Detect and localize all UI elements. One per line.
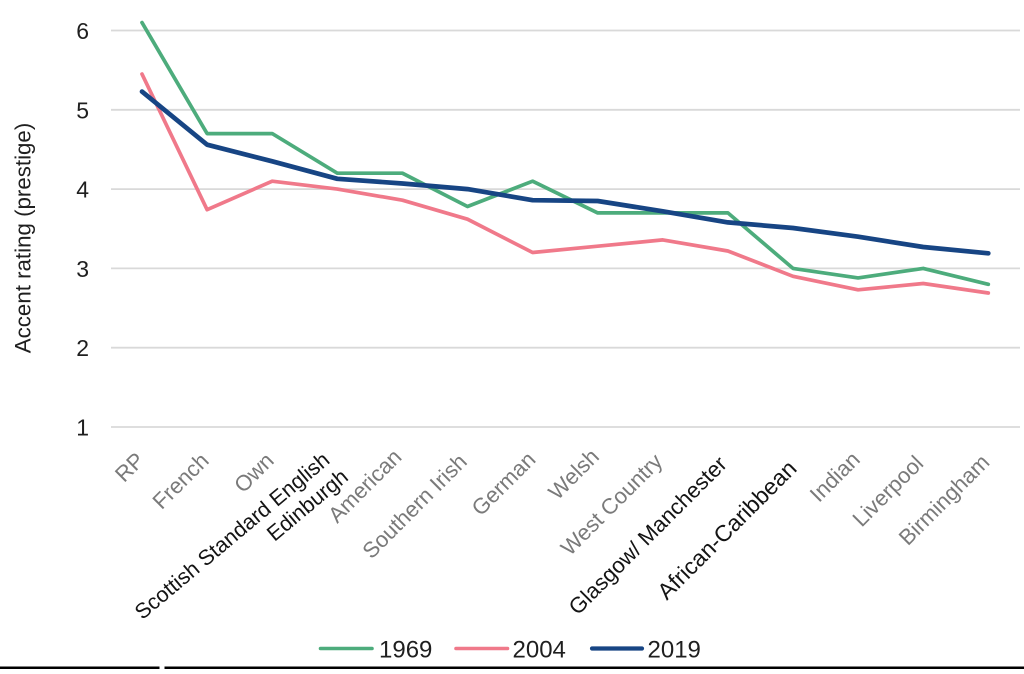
svg-text:2: 2 — [76, 335, 89, 361]
svg-text:Accent rating (prestige): Accent rating (prestige) — [11, 123, 36, 354]
svg-text:1969: 1969 — [379, 636, 432, 663]
svg-text:2004: 2004 — [513, 636, 566, 663]
svg-text:6: 6 — [76, 18, 89, 44]
svg-text:1: 1 — [76, 415, 89, 441]
svg-text:2019: 2019 — [648, 636, 701, 663]
svg-text:4: 4 — [76, 177, 89, 203]
svg-text:3: 3 — [76, 256, 89, 282]
svg-text:5: 5 — [76, 97, 89, 123]
